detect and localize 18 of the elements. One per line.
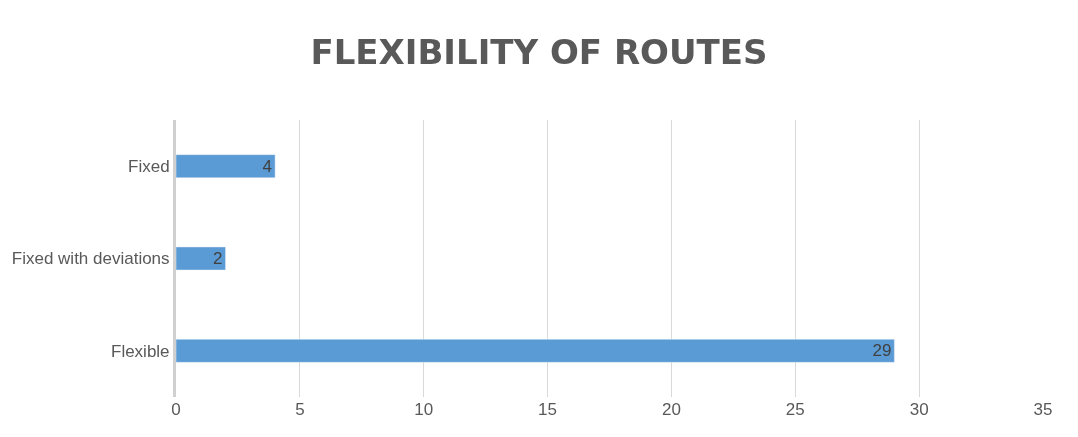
x-tick-label: 30 bbox=[909, 400, 929, 419]
y-tick-label: Fixed with deviations bbox=[11, 249, 170, 269]
x-tick-label: 25 bbox=[785, 400, 805, 419]
data-label: 4 bbox=[262, 156, 273, 176]
x-tick-label: 0 bbox=[171, 400, 181, 419]
x-tick-label: 35 bbox=[1033, 400, 1053, 419]
data-label: 2 bbox=[213, 249, 223, 268]
bar bbox=[176, 154, 276, 178]
chart-title: FLEXIBILITY OF ROUTES bbox=[310, 32, 768, 73]
x-tick-label: 15 bbox=[538, 400, 558, 419]
x-tick-label: 5 bbox=[295, 400, 305, 419]
x-tick-label: 20 bbox=[661, 400, 681, 419]
bar bbox=[176, 246, 226, 271]
bar bbox=[176, 339, 895, 363]
data-label: 29 bbox=[872, 341, 892, 361]
x-tick-label: 10 bbox=[414, 400, 434, 419]
y-tick-label: Fixed bbox=[128, 157, 170, 177]
y-tick-label: Flexible bbox=[111, 341, 170, 361]
